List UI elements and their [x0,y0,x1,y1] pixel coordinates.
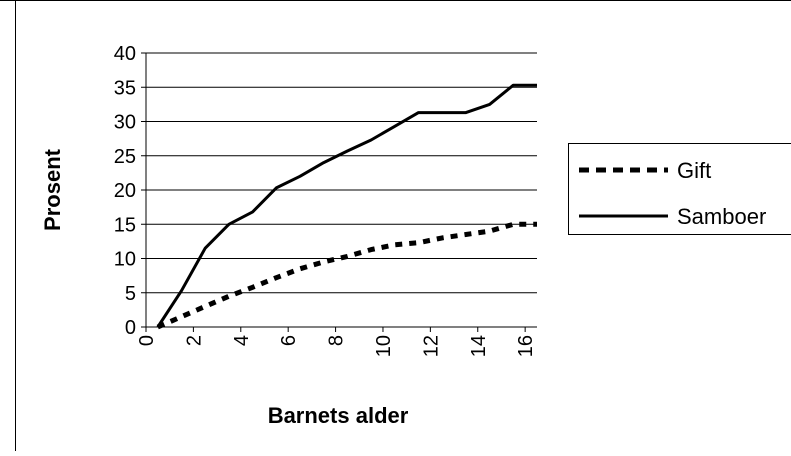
y-axis-label: Prosent [40,148,65,231]
legend-label-gift: Gift [677,158,711,183]
x-axis-label: Barnets alder [268,403,409,428]
y-tick-label: 10 [114,249,136,271]
x-tick-label: 12 [420,335,442,357]
x-tick-label: 2 [183,335,205,346]
legend-label-samboer: Samboer [677,204,766,229]
y-tick-labels: 0 5 10 15 20 25 30 35 40 [114,43,136,339]
y-tick-label: 35 [114,77,136,99]
x-tick-label: 14 [468,335,490,357]
y-tick-label: 40 [114,43,136,65]
y-tick-label: 5 [125,283,136,305]
x-tick-label: 6 [278,335,300,346]
y-tick-label: 25 [114,146,136,168]
x-tick-label: 10 [373,335,395,357]
legend: Gift Samboer [569,144,791,235]
x-tick-label: 8 [326,335,348,346]
y-tick-label: 15 [114,214,136,236]
y-tick-label: 30 [114,112,136,134]
y-tick-label: 20 [114,180,136,202]
y-tick-label: 0 [125,317,136,339]
x-tick-label: 0 [136,335,158,346]
x-tick-label: 16 [515,335,537,357]
x-tick-labels: 0 2 4 6 8 10 12 14 16 [136,335,537,357]
x-tick-label: 4 [231,335,253,346]
axes [141,53,537,332]
